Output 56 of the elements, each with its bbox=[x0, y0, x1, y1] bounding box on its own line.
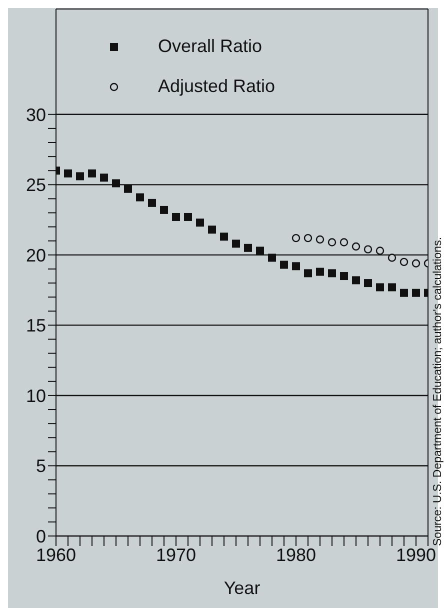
point bbox=[412, 259, 420, 268]
point bbox=[232, 240, 240, 248]
point bbox=[292, 262, 300, 270]
point bbox=[364, 245, 372, 254]
y-tick-label: 30 bbox=[26, 104, 46, 125]
point bbox=[400, 258, 408, 266]
y-tick-label: 25 bbox=[26, 175, 46, 196]
y-tick-label: 10 bbox=[26, 386, 46, 406]
y-tick-label: 5 bbox=[36, 456, 46, 476]
point bbox=[184, 212, 192, 221]
point bbox=[376, 283, 384, 292]
point bbox=[400, 288, 408, 297]
point bbox=[316, 235, 324, 244]
point bbox=[256, 246, 264, 255]
point bbox=[64, 169, 72, 178]
point bbox=[100, 174, 108, 182]
point bbox=[316, 268, 324, 276]
y-tick-label: 20 bbox=[26, 245, 46, 266]
point bbox=[292, 234, 300, 242]
point bbox=[340, 272, 348, 280]
point bbox=[148, 198, 156, 207]
x-tick-label: 1970 bbox=[156, 544, 196, 565]
legend-label: Overall Ratio bbox=[158, 36, 262, 56]
point bbox=[412, 288, 420, 297]
point bbox=[340, 238, 348, 246]
point bbox=[388, 254, 396, 262]
legend-label: Adjusted Ratio bbox=[158, 76, 276, 96]
point bbox=[76, 172, 84, 180]
point bbox=[88, 169, 96, 178]
point bbox=[268, 254, 276, 262]
point bbox=[244, 244, 252, 252]
x-tick-label: 1960 bbox=[36, 544, 76, 565]
point bbox=[196, 218, 204, 227]
x-axis-title: Year bbox=[224, 578, 260, 598]
point bbox=[220, 232, 228, 241]
x-tick-label: 1990 bbox=[396, 544, 436, 565]
point bbox=[172, 212, 180, 221]
point bbox=[304, 234, 312, 242]
point bbox=[280, 260, 288, 269]
point bbox=[208, 226, 216, 234]
y-tick-label: 15 bbox=[26, 316, 46, 336]
point bbox=[112, 179, 120, 188]
y-tick-label: 0 bbox=[36, 526, 46, 546]
point bbox=[376, 246, 384, 255]
point bbox=[328, 269, 336, 278]
point bbox=[352, 242, 360, 251]
point bbox=[388, 283, 396, 292]
point bbox=[124, 184, 132, 193]
point bbox=[352, 276, 360, 284]
point bbox=[304, 269, 312, 278]
point bbox=[364, 279, 372, 288]
x-tick-label: 1980 bbox=[276, 544, 316, 565]
point bbox=[160, 206, 168, 214]
point bbox=[136, 193, 144, 202]
point bbox=[328, 238, 336, 246]
source-note: Source: U.S. Department of Education; author's calculations. bbox=[432, 236, 444, 546]
